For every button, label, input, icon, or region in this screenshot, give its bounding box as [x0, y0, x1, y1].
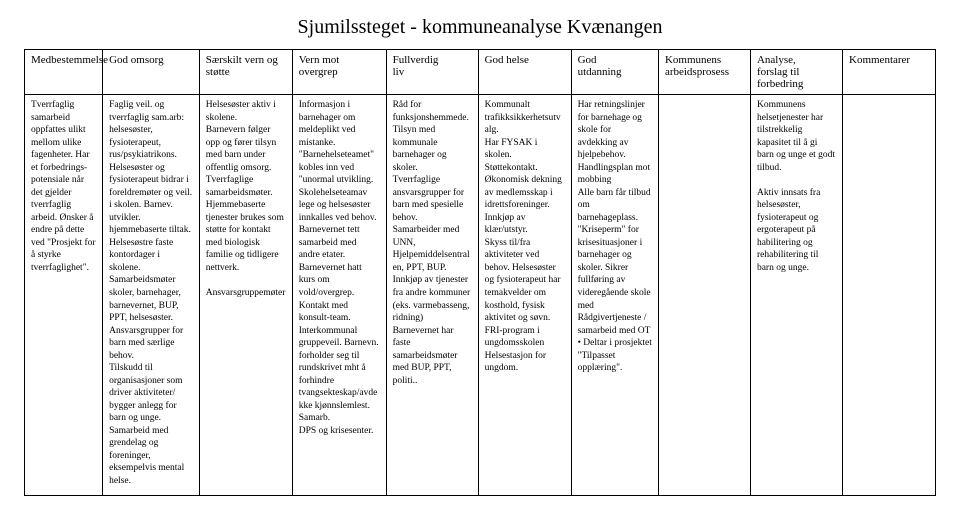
table-cell: Helsesøster aktiv i skolene. Barnevern f… [199, 95, 292, 496]
page-title: Sjumilssteget - kommuneanalyse Kvænangen [24, 16, 936, 39]
column-header: Kommunens arbeidsprosess [658, 50, 750, 95]
table-cell: Råd for funksjonshemmede. Tilsyn med kom… [386, 95, 478, 496]
column-header: Særskilt vern og støtte [199, 50, 292, 95]
table-header-row: MedbestemmelseGod omsorgSærskilt vern og… [25, 50, 936, 95]
column-header: Vern mot overgrep [292, 50, 386, 95]
column-header: Analyse, forslag til forbedring [750, 50, 842, 95]
analysis-table: MedbestemmelseGod omsorgSærskilt vern og… [24, 49, 936, 496]
table-cell: Tverrfaglig samarbeid oppfattes ulikt me… [25, 95, 103, 496]
column-header: Fullverdig liv [386, 50, 478, 95]
column-header: Medbestemmelse [25, 50, 103, 95]
column-header: God omsorg [103, 50, 200, 95]
table-cell: Informasjon i barnehager om meldeplikt v… [292, 95, 386, 496]
table-cell: Kommunalt trafikksikkerhetsutvalg. Har F… [478, 95, 571, 496]
table-cell [843, 95, 936, 496]
table-cell: Kommunens helsetjenester har tilstrekkel… [750, 95, 842, 496]
column-header: God utdanning [571, 50, 658, 95]
column-header: God helse [478, 50, 571, 95]
table-cell: Faglig veil. og tverrfaglig sam.arb: hel… [103, 95, 200, 496]
table-cell [658, 95, 750, 496]
table-cell: Har retningslinjer for barnehage og skol… [571, 95, 658, 496]
column-header: Kommentarer [843, 50, 936, 95]
table-row: Tverrfaglig samarbeid oppfattes ulikt me… [25, 95, 936, 496]
